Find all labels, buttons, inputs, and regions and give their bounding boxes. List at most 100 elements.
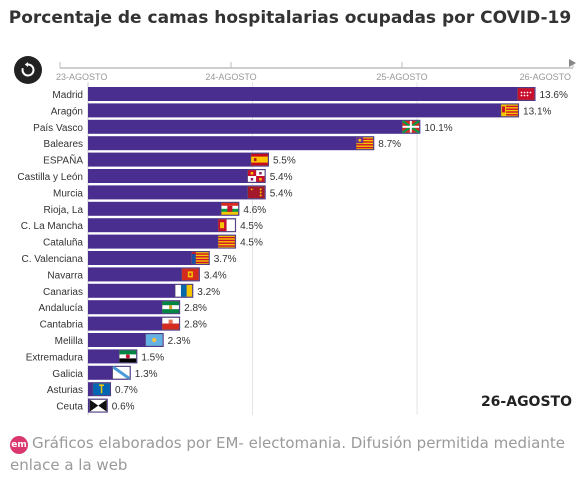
baleares-flag-icon xyxy=(356,136,374,150)
category-label: Aragón xyxy=(51,106,83,117)
bar xyxy=(88,87,536,101)
bar-row: Andalucía 2.8% xyxy=(39,300,207,315)
bar-row: Asturias 0.7% xyxy=(47,382,138,397)
bar xyxy=(88,267,200,282)
bar-row: Ceuta 0.6% xyxy=(56,398,135,413)
bar xyxy=(88,136,375,151)
bar xyxy=(88,283,194,298)
bar xyxy=(88,169,266,183)
category-label: Navarra xyxy=(47,270,83,281)
bar-row: Rioja, La 4.6% xyxy=(44,201,266,216)
category-label: Melilla xyxy=(55,336,84,347)
timeline-tick-label[interactable]: 26-AGOSTO xyxy=(520,72,571,82)
bar-row: Cantabria 2.8% xyxy=(40,316,207,331)
category-label: Cataluña xyxy=(43,238,83,249)
category-label: Baleares xyxy=(44,139,83,150)
extremadura-flag-icon xyxy=(119,350,137,363)
bar-row: Canarias 3.2% xyxy=(43,283,220,298)
value-label: 3.2% xyxy=(197,287,220,298)
navarra-flag-icon xyxy=(181,268,200,281)
timeline-axis[interactable]: 23-AGOSTO 24-AGOSTO 25-AGOSTO 26-AGOSTO xyxy=(56,59,576,82)
bar xyxy=(88,234,237,249)
murcia-flag-icon xyxy=(247,186,265,199)
current-date-label: 26-AGOSTO xyxy=(481,394,572,410)
category-label: Asturias xyxy=(47,385,83,396)
value-label: 10.1% xyxy=(424,123,452,134)
cataluna-flag-icon xyxy=(217,235,236,248)
espana-flag-icon xyxy=(250,153,269,166)
category-label: ESPAÑA xyxy=(43,154,83,167)
electomania-logo: em xyxy=(10,436,28,454)
bar-row: País Vasco 10.1% xyxy=(33,119,453,134)
value-label: 0.6% xyxy=(112,402,135,413)
cantabria-flag-icon xyxy=(161,317,180,330)
rioja-flag-icon xyxy=(221,202,239,216)
madrid-flag-icon xyxy=(517,87,535,101)
timeline-tick-label[interactable]: 24-AGOSTO xyxy=(205,72,256,82)
castilla-la-mancha-flag-icon xyxy=(217,218,236,232)
bar-row: Murcia 5.4% xyxy=(53,185,293,200)
bar-row: Extremadura 1.5% xyxy=(26,349,164,364)
category-label: Rioja, La xyxy=(44,205,84,216)
andalucia-flag-icon xyxy=(161,301,180,314)
melilla-flag-icon xyxy=(145,333,163,347)
bar xyxy=(88,251,210,265)
category-label: Andalucía xyxy=(39,303,84,314)
bar-row: ESPAÑA 5.5% xyxy=(43,152,296,167)
value-label: 4.5% xyxy=(240,238,263,249)
bar xyxy=(88,103,520,118)
bar xyxy=(88,119,421,134)
category-label: Canarias xyxy=(43,287,83,298)
timeline-handle[interactable] xyxy=(569,59,576,67)
category-label: C. La Mancha xyxy=(21,221,84,232)
bar-row: Melilla 2.3% xyxy=(55,333,191,347)
bar xyxy=(88,300,181,315)
value-label: 5.5% xyxy=(273,156,296,167)
comunidad-valenciana-flag-icon xyxy=(191,251,209,265)
replay-icon xyxy=(21,62,35,77)
value-label: 1.5% xyxy=(141,352,164,363)
bar-row: Navarra 3.4% xyxy=(47,267,227,282)
bar xyxy=(88,201,240,216)
bar-chart: 23-AGOSTO 24-AGOSTO 25-AGOSTO 26-AGOSTO Mad… xyxy=(17,59,576,415)
asturias-flag-icon xyxy=(92,383,111,396)
bar-row: Galicia 1.3% xyxy=(52,365,158,381)
bar xyxy=(88,333,164,347)
category-label: Murcia xyxy=(53,188,83,199)
value-label: 4.6% xyxy=(243,205,266,216)
value-label: 4.5% xyxy=(240,221,263,232)
category-label: País Vasco xyxy=(33,123,83,134)
value-label: 2.8% xyxy=(184,303,207,314)
timeline-tick-label[interactable]: 23-AGOSTO xyxy=(56,72,107,82)
timeline-tick-label[interactable]: 25-AGOSTO xyxy=(376,72,427,82)
footer-credit: em Gráficos elaborados por EM- electomani… xyxy=(10,432,570,476)
bar-row: C. Valenciana 3.7% xyxy=(21,251,237,265)
bar xyxy=(88,185,266,200)
category-label: Cantabria xyxy=(40,320,84,331)
category-label: Galicia xyxy=(52,369,83,380)
category-label: Castilla y León xyxy=(17,172,83,183)
bar-row: Madrid 13.6% xyxy=(52,87,568,101)
footer-text: Gráficos elaborados por EM- electomania.… xyxy=(10,434,565,474)
galicia-flag-icon xyxy=(111,365,131,381)
ceuta-flag-icon xyxy=(89,399,107,412)
bar xyxy=(88,316,181,331)
aragon-flag-icon xyxy=(500,104,519,117)
value-label: 1.3% xyxy=(135,369,158,380)
bar-row: Cataluña 4.5% xyxy=(43,234,263,249)
value-label: 13.6% xyxy=(540,90,568,101)
value-label: 5.4% xyxy=(270,188,293,199)
bar-row: Aragón 13.1% xyxy=(51,103,552,118)
category-label: C. Valenciana xyxy=(21,254,83,265)
replay-button[interactable] xyxy=(14,56,42,84)
bar-row: Baleares 8.7% xyxy=(44,136,401,151)
bar-row: C. La Mancha 4.5% xyxy=(21,218,263,233)
value-label: 2.3% xyxy=(168,336,191,347)
bar xyxy=(88,218,237,233)
value-label: 5.4% xyxy=(270,172,293,183)
category-label: Extremadura xyxy=(26,352,84,363)
value-label: 3.4% xyxy=(204,270,227,281)
bars: Madrid 13.6% Aragón 13.1% País Vasco 10.1% Bal… xyxy=(17,87,568,413)
castilla-y-leon-flag-icon xyxy=(247,169,265,183)
value-label: 3.7% xyxy=(214,254,237,265)
